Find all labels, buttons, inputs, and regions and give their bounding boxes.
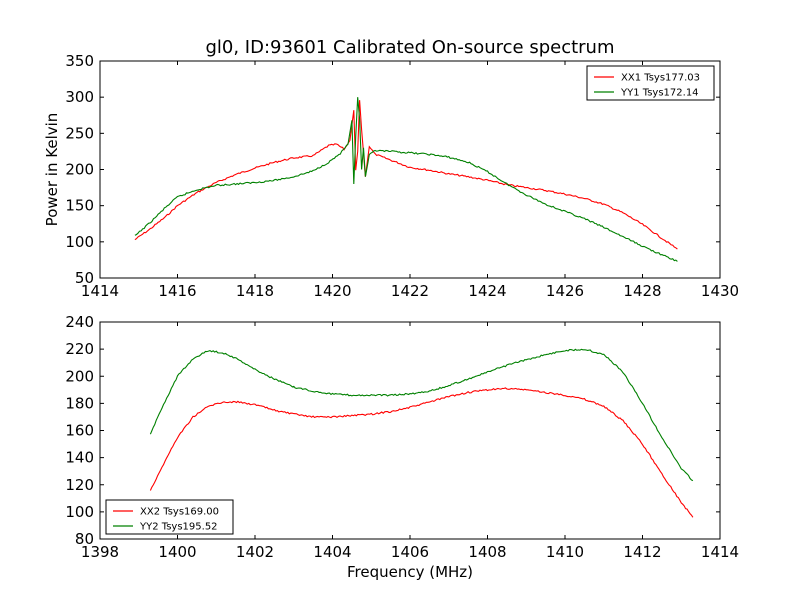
y-tick-label: 100: [65, 233, 94, 251]
y-tick-label: 80: [75, 530, 94, 548]
series-line-2: [134, 97, 678, 262]
y-tick-label: 200: [65, 367, 94, 385]
legend-box: [586, 65, 715, 101]
x-tick-label: 1402: [236, 543, 274, 561]
series-line-1: [149, 387, 694, 518]
y-tick-label: 250: [65, 124, 94, 142]
y-tick-label: 140: [65, 449, 94, 467]
bottom-panel: 1398 1400 1402 1404 1406 1408 1410 1412 1414 80 10…: [65, 313, 739, 581]
y-tick-label: 220: [65, 340, 94, 358]
x-tick-label: 1422: [391, 282, 429, 300]
legend-label: YY1 Tsys172.14: [620, 88, 699, 99]
y-tick-label: 50: [75, 269, 94, 287]
y-tick-label: 180: [65, 394, 94, 412]
legend: XX1 Tsys177.03 YY1 Tsys172.14: [586, 65, 715, 101]
x-tick-label: 1412: [623, 543, 661, 561]
y-tick-label: 240: [65, 313, 94, 331]
legend: XX2 Tsys169.00 YY2 Tsys195.52: [105, 499, 234, 535]
legend-label: YY2 Tsys195.52: [139, 522, 218, 533]
x-tick-label: 1418: [236, 282, 274, 300]
chart-title: gl0, ID:93601 Calibrated On-source spect…: [205, 37, 614, 58]
series-line-1: [134, 100, 678, 250]
legend-box: [105, 499, 234, 535]
top-panel: 1414 1416 1418 1420 1422 1424 1426 1428 1430 50 10…: [43, 52, 739, 300]
x-tick-label: 1428: [623, 282, 661, 300]
y-tick-label: 100: [65, 503, 94, 521]
x-tick-label: 1416: [158, 282, 196, 300]
legend-label: XX1 Tsys177.03: [621, 73, 700, 84]
x-tick-label: 1406: [391, 543, 429, 561]
x-tick-label: 1426: [546, 282, 584, 300]
x-tick-label: 1400: [158, 543, 196, 561]
x-axis-label: Frequency (MHz): [347, 563, 473, 581]
y-tick-label: 150: [65, 197, 94, 215]
x-tick-label: 1404: [313, 543, 351, 561]
x-tick-label: 1398: [81, 543, 119, 561]
legend-label: XX2 Tsys169.00: [140, 507, 219, 518]
y-axis-label: Power in Kelvin: [43, 113, 61, 227]
y-tick-label: 350: [65, 52, 94, 70]
x-tick-label: 1408: [468, 543, 506, 561]
x-tick-label: 1410: [546, 543, 584, 561]
y-tick-label: 160: [65, 422, 94, 440]
x-tick-label: 1430: [701, 282, 739, 300]
x-tick-label: 1414: [81, 282, 119, 300]
y-tick-label: 120: [65, 476, 94, 494]
series-line-2: [149, 348, 694, 482]
x-tick-label: 1414: [701, 543, 739, 561]
y-tick-label: 200: [65, 161, 94, 179]
y-tick-label: 300: [65, 88, 94, 106]
x-tick-label: 1420: [313, 282, 351, 300]
x-tick-label: 1424: [468, 282, 506, 300]
